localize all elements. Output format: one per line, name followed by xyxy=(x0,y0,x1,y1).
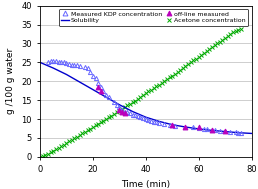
Legend: Measured KDP concentration, Solubility, off-line measured, Acetone concentration: Measured KDP concentration, Solubility, … xyxy=(59,9,248,26)
Y-axis label: g /100 g water: g /100 g water xyxy=(6,48,15,114)
X-axis label: Time (min): Time (min) xyxy=(121,180,170,189)
